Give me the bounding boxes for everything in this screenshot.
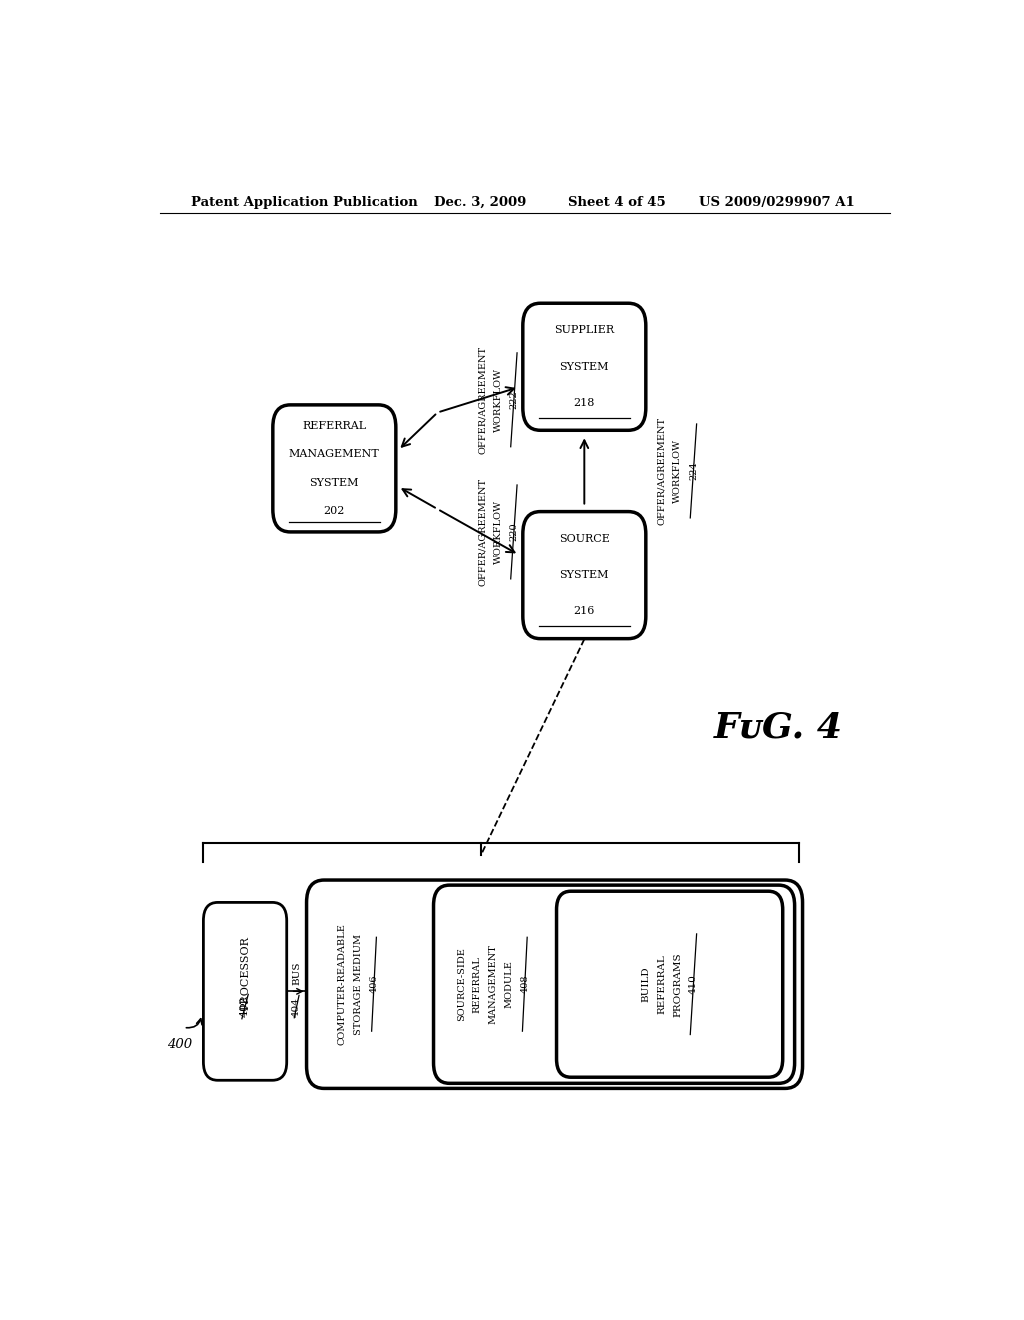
Text: 408: 408: [520, 975, 529, 994]
Text: 400: 400: [167, 1039, 193, 1051]
Text: WORKFLOW: WORKFLOW: [673, 440, 682, 503]
FancyBboxPatch shape: [433, 886, 795, 1084]
Text: PROGRAMS: PROGRAMS: [673, 952, 682, 1016]
Text: 218: 218: [573, 399, 595, 408]
Text: FᴜG. 4: FᴜG. 4: [715, 710, 843, 744]
Text: Dec. 3, 2009: Dec. 3, 2009: [433, 195, 526, 209]
Text: 404: 404: [292, 997, 301, 1016]
Text: STORAGE MEDIUM: STORAGE MEDIUM: [353, 933, 362, 1035]
Text: 222: 222: [509, 391, 518, 409]
Text: REFERRAL: REFERRAL: [302, 421, 367, 432]
Text: Patent Application Publication: Patent Application Publication: [191, 195, 418, 209]
Text: SOURCE: SOURCE: [559, 533, 609, 544]
FancyBboxPatch shape: [204, 903, 287, 1080]
Text: 224: 224: [689, 462, 698, 480]
FancyBboxPatch shape: [557, 891, 782, 1077]
Text: 202: 202: [324, 506, 345, 516]
Text: 402: 402: [240, 995, 250, 1018]
Text: REFERRAL: REFERRAL: [657, 954, 667, 1014]
Text: BUILD: BUILD: [641, 966, 650, 1002]
Text: 410: 410: [689, 974, 698, 994]
Text: MODULE: MODULE: [505, 960, 513, 1008]
Text: Sheet 4 of 45: Sheet 4 of 45: [568, 195, 667, 209]
Text: 220: 220: [509, 523, 518, 541]
Text: PROCESSOR: PROCESSOR: [240, 936, 250, 1010]
FancyBboxPatch shape: [523, 304, 646, 430]
Text: COMPUTER-READABLE: COMPUTER-READABLE: [338, 923, 347, 1045]
Text: SYSTEM: SYSTEM: [309, 478, 359, 487]
Text: BUS: BUS: [292, 961, 301, 985]
Text: 216: 216: [573, 606, 595, 616]
Text: SYSTEM: SYSTEM: [559, 570, 609, 579]
Text: OFFER/AGREEMENT: OFFER/AGREEMENT: [477, 346, 486, 454]
FancyBboxPatch shape: [523, 512, 646, 639]
Text: SYSTEM: SYSTEM: [559, 362, 609, 372]
Text: US 2009/0299907 A1: US 2009/0299907 A1: [699, 195, 855, 209]
Text: SUPPLIER: SUPPLIER: [554, 326, 614, 335]
Text: OFFER/AGREEMENT: OFFER/AGREEMENT: [477, 478, 486, 586]
Text: MANAGEMENT: MANAGEMENT: [289, 449, 380, 459]
FancyBboxPatch shape: [272, 405, 396, 532]
Text: WORKFLOW: WORKFLOW: [494, 368, 503, 432]
Text: SOURCE-SIDE: SOURCE-SIDE: [457, 948, 466, 1022]
Text: REFERRAL: REFERRAL: [473, 956, 481, 1012]
Text: 406: 406: [370, 975, 379, 994]
Text: OFFER/AGREEMENT: OFFER/AGREEMENT: [657, 417, 667, 525]
Text: WORKFLOW: WORKFLOW: [494, 500, 503, 564]
Text: MANAGEMENT: MANAGEMENT: [488, 944, 498, 1024]
FancyBboxPatch shape: [306, 880, 803, 1089]
